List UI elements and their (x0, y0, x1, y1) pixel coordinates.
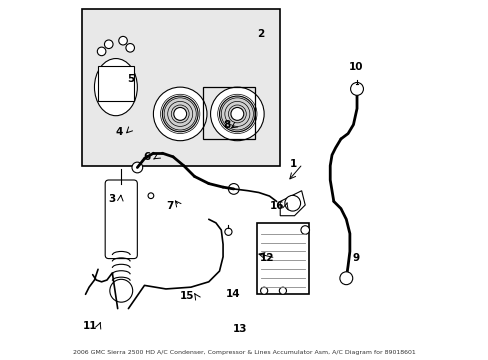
Circle shape (339, 272, 352, 285)
Text: 3: 3 (108, 194, 115, 203)
Text: 8: 8 (224, 120, 230, 130)
Text: 11: 11 (83, 321, 97, 331)
Circle shape (173, 108, 186, 120)
Circle shape (125, 44, 134, 52)
Circle shape (260, 287, 267, 294)
Circle shape (97, 47, 106, 56)
Text: 5: 5 (127, 74, 134, 84)
Circle shape (224, 228, 231, 235)
Circle shape (279, 287, 286, 294)
Text: 13: 13 (232, 324, 247, 334)
Circle shape (110, 279, 132, 302)
Circle shape (153, 87, 206, 141)
Circle shape (228, 184, 239, 194)
Text: 9: 9 (352, 253, 359, 263)
Text: 12: 12 (259, 253, 273, 263)
Circle shape (300, 226, 309, 234)
Circle shape (350, 82, 363, 95)
Circle shape (210, 87, 264, 141)
Text: 14: 14 (225, 289, 240, 299)
Circle shape (119, 36, 127, 45)
Text: 4: 4 (115, 127, 122, 137)
Circle shape (148, 193, 153, 199)
Text: 15: 15 (180, 291, 194, 301)
Text: 10: 10 (348, 63, 363, 72)
Circle shape (104, 40, 113, 49)
Text: 2006 GMC Sierra 2500 HD A/C Condenser, Compressor & Lines Accumulator Asm, A/C D: 2006 GMC Sierra 2500 HD A/C Condenser, C… (73, 350, 415, 355)
Circle shape (285, 195, 300, 211)
Text: 2: 2 (256, 28, 264, 39)
Ellipse shape (94, 59, 137, 116)
FancyBboxPatch shape (257, 223, 308, 294)
Circle shape (132, 162, 142, 173)
FancyBboxPatch shape (105, 180, 137, 258)
FancyBboxPatch shape (98, 66, 134, 102)
Circle shape (219, 96, 255, 132)
Text: 16: 16 (269, 201, 284, 211)
Text: 1: 1 (289, 159, 297, 169)
Text: 6: 6 (143, 153, 151, 162)
Circle shape (230, 108, 244, 120)
Text: 7: 7 (166, 201, 174, 211)
FancyBboxPatch shape (82, 9, 280, 166)
Circle shape (162, 96, 198, 132)
Polygon shape (280, 191, 305, 216)
